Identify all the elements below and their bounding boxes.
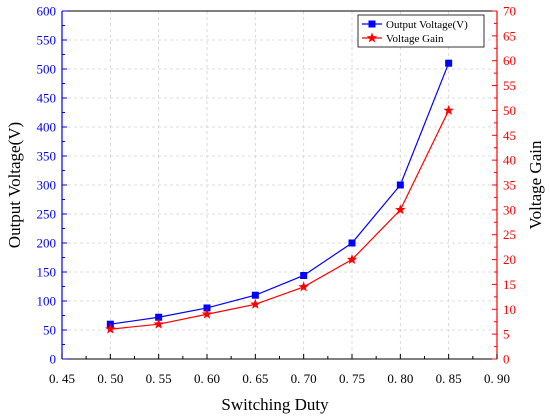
x-axis-title: Switching Duty [221,395,329,414]
y-left-tick-label: 300 [37,178,57,193]
data-point [250,298,261,309]
x-tick-label: 0. 75 [339,371,365,386]
ticks: 0. 45 0. 50 0. 55 0. 60 0. 65 0. 70 0. 75 0. 80… [37,4,517,387]
legend-marker [368,20,376,28]
x-tick-label: 0. 80 [387,371,413,386]
y-right-tick-label: 40 [503,153,516,168]
y-left-tick-label: 450 [37,91,57,106]
y-left-tick-label: 550 [37,33,57,48]
y-left-tick-label: 250 [37,207,57,222]
x-tick-label: 0. 85 [436,371,462,386]
y-left-tick-label: 350 [37,149,57,164]
legend-label: Voltage Gain [386,33,444,45]
y-right-tick-label: 20 [503,252,516,267]
y-right-tick-label: 70 [503,4,516,19]
data-point [201,308,213,319]
legend-marker [366,32,378,43]
data-point [298,281,309,292]
y-right-tick-label: 5 [503,327,510,342]
data-point [346,254,358,265]
y-right-tick-label: 30 [503,202,516,217]
data-point [396,181,404,189]
data-point [203,304,211,312]
series-line [110,62,450,325]
x-tick-label: 0. 65 [242,371,268,386]
x-tick-label: 0. 45 [49,371,75,386]
y-left-tick-label: 600 [37,4,57,19]
data-point [395,204,406,215]
x-tick-label: 0. 90 [484,371,510,386]
x-tick-label: 0. 55 [146,371,172,386]
x-tick-label: 0. 50 [97,371,123,386]
legend: Output Voltage(V) Voltage Gain [357,14,485,48]
grid [62,11,497,359]
y-left-tick-label: 0 [50,352,57,367]
y-left-tick-label: 100 [37,294,57,309]
y-right-tick-label: 50 [503,103,516,118]
y-left-tick-label: 400 [37,120,57,135]
y-left-tick-label: 50 [43,323,56,338]
x-tick-label: 0. 70 [291,371,317,386]
data-point [445,59,453,67]
data-point [348,239,356,247]
y-right-tick-label: 15 [503,277,516,292]
y-left-tick-label: 200 [37,236,57,251]
series [105,59,454,334]
data-point [105,323,116,334]
y-right-tick-label: 10 [503,302,516,317]
y-right-tick-label: 55 [503,78,516,93]
y-left-tick-label: 500 [37,62,57,77]
y-right-tick-label: 0 [503,352,510,367]
y-left-axis-title: Output Voltage(V) [5,122,24,248]
y-left-tick-label: 150 [37,265,57,280]
y-right-axis-title: Voltage Gain [526,140,545,229]
data-point [443,104,454,115]
series-line [110,110,450,330]
y-right-tick-label: 45 [503,128,516,143]
data-point [300,271,308,279]
y-right-tick-label: 25 [503,227,516,242]
y-right-tick-label: 60 [503,53,516,68]
data-point [251,291,259,299]
legend-box [357,14,485,48]
y-right-tick-label: 65 [503,28,516,43]
data-point [155,313,163,321]
legend-label: Output Voltage(V) [386,19,468,31]
x-tick-label: 0. 60 [194,371,220,386]
y-right-tick-label: 35 [503,178,516,193]
data-point [153,318,164,329]
